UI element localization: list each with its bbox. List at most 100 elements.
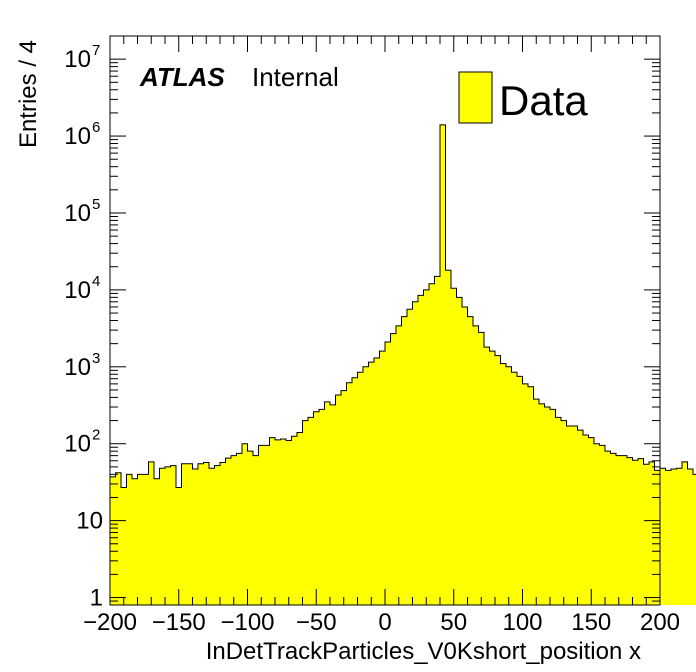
histogram-bar: [599, 445, 606, 605]
histogram-outline: [110, 124, 696, 488]
histogram-bar: [528, 386, 534, 605]
histogram-bar: [368, 362, 375, 605]
histogram-bar: [627, 457, 633, 605]
histogram-bar: [456, 297, 463, 605]
plot-frame: [109, 35, 661, 606]
histogram-bar: [572, 425, 578, 605]
histogram-bar: [418, 295, 424, 605]
histogram-bar: [605, 451, 611, 605]
histogram-bar: [451, 288, 457, 605]
histogram-bar: [275, 439, 281, 605]
x-tick-label: −100: [220, 609, 274, 636]
histogram-bar: [539, 403, 545, 605]
histogram-bar: [632, 460, 639, 605]
y-tick-label-exponent: 6: [92, 119, 100, 136]
histogram-bar: [242, 443, 248, 605]
histogram-bar: [511, 372, 518, 605]
histogram-bar: [379, 351, 386, 605]
y-tick-label-base: 10: [64, 354, 91, 381]
y-tick-label-exponent: 4: [92, 273, 100, 290]
histogram-bar: [484, 347, 490, 605]
histogram-bar: [396, 325, 402, 605]
histogram-bar: [159, 468, 166, 605]
histogram-bar: [506, 366, 512, 605]
histogram-bar: [264, 445, 270, 605]
histogram-bar: [198, 463, 204, 605]
x-tick-label: 150: [571, 609, 611, 636]
histogram-bar: [583, 434, 589, 605]
histogram-bar: [137, 474, 144, 605]
y-tick-label-exponent: 2: [92, 427, 100, 444]
histogram-bar: [231, 455, 237, 605]
x-tick-label: 100: [502, 609, 542, 636]
x-axis-ticks: [109, 36, 661, 605]
histogram-bar: [165, 466, 171, 605]
histogram-bar: [638, 458, 644, 605]
histogram-bar: [423, 289, 430, 605]
histogram-bar: [302, 420, 309, 605]
histogram-bar: [610, 453, 617, 605]
histogram-bar: [401, 316, 408, 605]
x-tick-labels: −200 −150 −100 −50 0 50 100 150 200: [83, 609, 680, 636]
histogram-bar: [357, 372, 364, 605]
histogram-bar: [236, 453, 243, 605]
histogram-bar: [429, 283, 435, 605]
histogram-bar: [665, 470, 672, 605]
histogram-bar: [588, 437, 595, 605]
histogram-bar: [489, 351, 496, 605]
histogram-bar: [594, 443, 600, 605]
y-tick-label-base: 10: [64, 277, 91, 304]
y-tick-label-exponent: 5: [92, 196, 100, 213]
x-tick-label: 0: [378, 609, 391, 636]
histogram-bar: [660, 468, 666, 605]
y-tick-label-exponent: 7: [92, 42, 100, 59]
histogram-bar: [341, 390, 347, 605]
histogram-bar: [616, 455, 622, 605]
histogram-bar: [412, 301, 419, 605]
histogram-bar: [693, 474, 696, 605]
histogram-bar: [192, 468, 199, 605]
histogram-bar: [649, 461, 655, 605]
histogram-bar: [434, 276, 441, 605]
atlas-label: ATLAS: [139, 62, 225, 92]
histogram-bar: [495, 355, 501, 605]
histogram-bar: [115, 472, 122, 605]
histogram-bar: [258, 445, 265, 605]
histogram-bar: [544, 407, 551, 605]
histogram-bar: [445, 270, 452, 605]
legend-label-data: Data: [499, 77, 588, 124]
histogram-bar: [550, 409, 556, 605]
histogram-bar: [561, 420, 567, 605]
histogram-bar: [346, 382, 353, 605]
histogram-bar: [621, 455, 628, 605]
histogram-bar: [363, 366, 369, 605]
histogram-bar: [214, 465, 221, 605]
histogram-bar: [566, 425, 573, 605]
x-tick-label: −50: [296, 609, 337, 636]
histogram-bar: [676, 468, 683, 605]
histogram-bar: [308, 417, 314, 605]
histogram-bar: [209, 468, 215, 605]
y-tick-label-exponent: 3: [92, 350, 100, 367]
histogram-bar: [126, 474, 133, 605]
histogram-bar: [181, 463, 188, 605]
histogram-bar: [473, 325, 479, 605]
x-axis-label: InDetTrackParticles_V0Kshort_position x: [206, 638, 641, 665]
histogram-bar: [297, 432, 303, 605]
histogram-bar: [154, 478, 160, 605]
histogram-bar: [407, 309, 413, 605]
histogram-bar: [324, 401, 331, 605]
histogram-bar: [335, 394, 342, 605]
x-tick-label: 50: [440, 609, 467, 636]
histogram-bar: [313, 411, 320, 605]
histogram-bar: [462, 306, 468, 605]
histogram-bar: [170, 465, 177, 605]
histogram-bar: [687, 468, 694, 605]
histogram-bar: [577, 430, 584, 605]
y-tick-label-base: 10: [64, 123, 91, 150]
histogram-bar: [148, 461, 155, 605]
histogram-bar: [203, 462, 210, 605]
histogram-bar: [555, 417, 562, 605]
